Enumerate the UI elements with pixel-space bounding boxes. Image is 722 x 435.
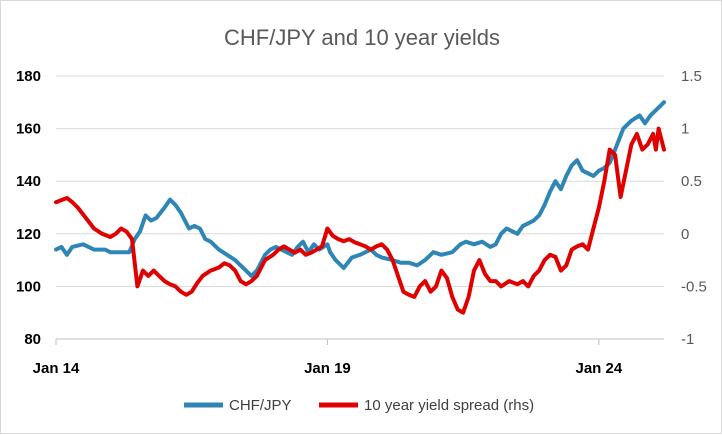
series-layer xyxy=(54,100,666,315)
left-tick-label: 160 xyxy=(16,121,41,138)
x-tick-label: Jan 24 xyxy=(576,360,623,377)
x-tick-label: Jan 14 xyxy=(33,360,80,377)
right-tick-label: 1.5 xyxy=(681,68,702,85)
chart-title: CHF/JPY and 10 year yields xyxy=(224,25,500,50)
series-line-chfjpy xyxy=(54,100,666,278)
right-tick-label: -1 xyxy=(681,331,694,348)
x-tick-label: Jan 19 xyxy=(304,360,351,377)
right-axis-ticks: -1 -0.5 0 0.5 1 1.5 xyxy=(681,68,707,348)
right-tick-label: 1 xyxy=(681,121,689,138)
left-tick-label: 140 xyxy=(16,173,41,190)
left-tick-label: 80 xyxy=(24,331,41,348)
right-tick-label: -0.5 xyxy=(681,278,707,295)
legend-label-yield-spread: 10 year yield spread (rhs) xyxy=(364,397,534,414)
legend-label-chfjpy: CHF/JPY xyxy=(229,397,292,414)
x-axis-ticks: Jan 14 Jan 19 Jan 24 xyxy=(33,339,623,377)
left-tick-label: 180 xyxy=(16,68,41,85)
left-tick-label: 100 xyxy=(16,278,41,295)
right-tick-label: 0 xyxy=(681,226,689,243)
gridlines xyxy=(56,75,664,287)
legend: CHF/JPY 10 year yield spread (rhs) xyxy=(184,397,534,414)
series-line-yield-spread xyxy=(54,126,666,315)
left-tick-label: 120 xyxy=(16,226,41,243)
right-tick-label: 0.5 xyxy=(681,173,702,190)
left-axis-ticks: 80 100 120 140 160 180 xyxy=(16,68,41,348)
